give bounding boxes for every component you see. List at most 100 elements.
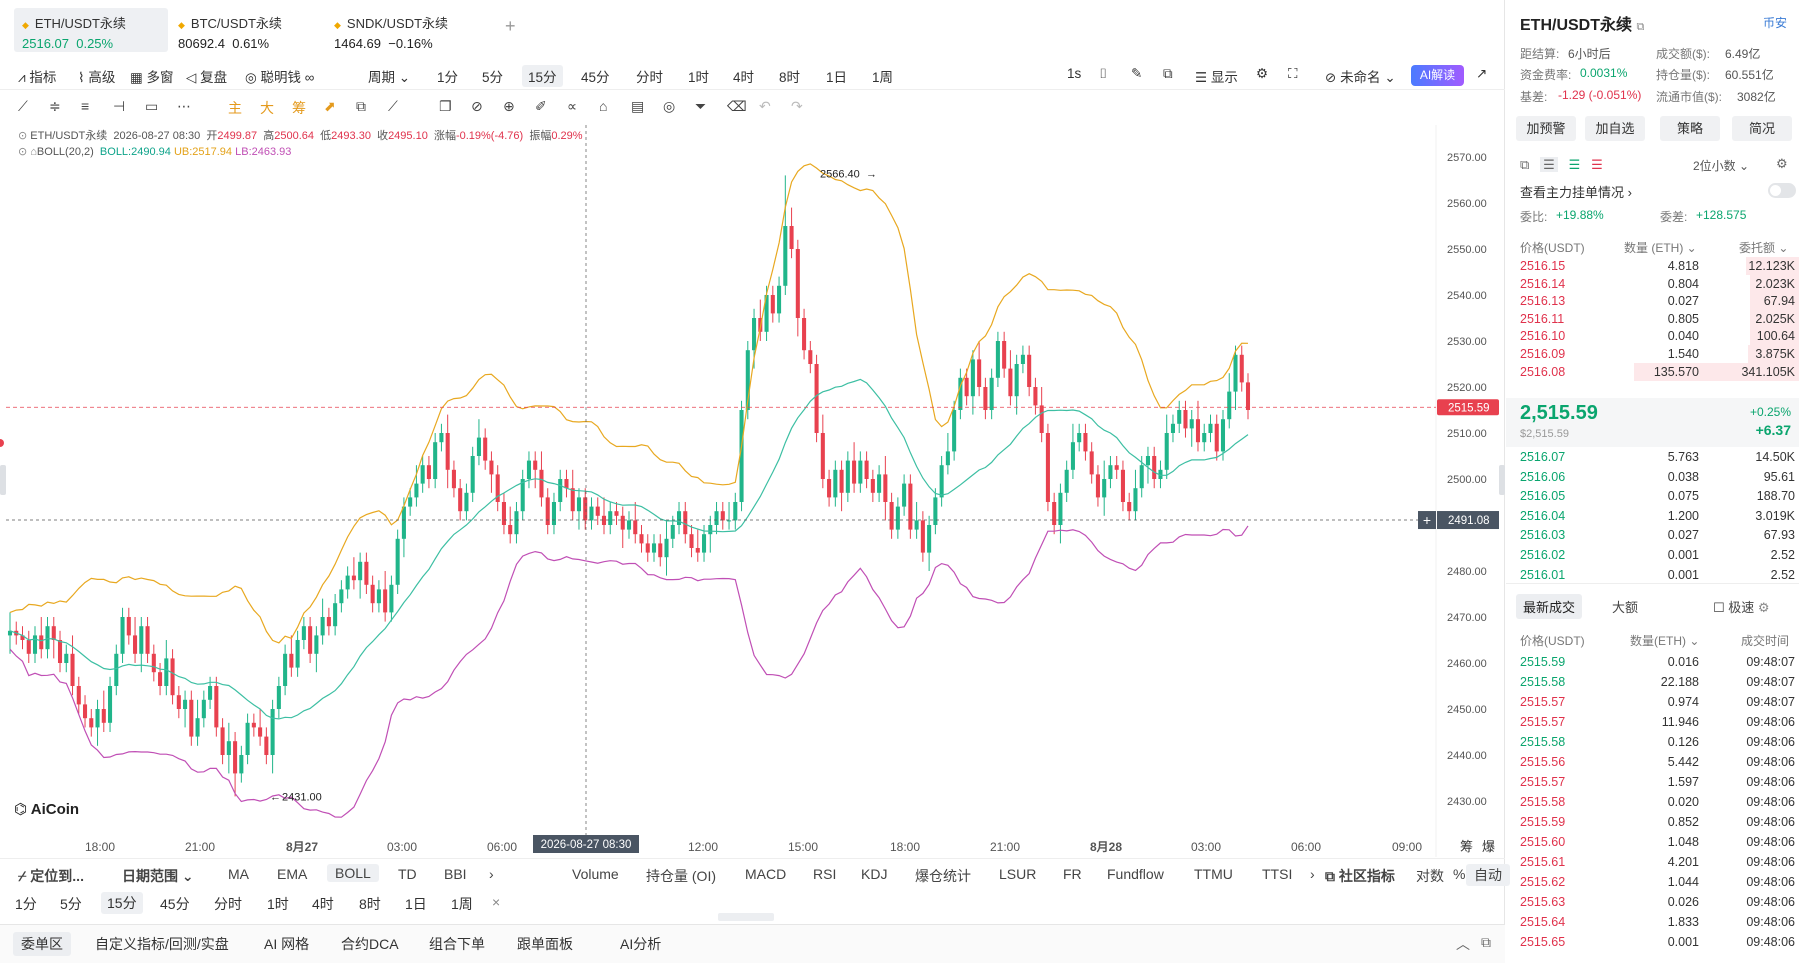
both-sides-icon[interactable]: ☰ (1540, 157, 1558, 172)
liquidation-corner-button[interactable]: 爆 (1482, 839, 1495, 854)
main-orders-link[interactable]: 查看主力挂单情况 › (1520, 185, 1632, 200)
locate-button[interactable]: ⌿ 定位到... (18, 868, 84, 884)
tab-eth[interactable]: ◆ ETH/USDT永续 2516.07 0.25% (14, 8, 168, 52)
share-window-icon[interactable]: ⧉ (1163, 66, 1173, 81)
p2-1d[interactable]: 1日 (405, 896, 427, 912)
zoom-icon[interactable]: ⊕ (503, 98, 515, 114)
ask-row[interactable]: 2516.13 0.027 67.94 (1506, 291, 1799, 311)
share-icon[interactable]: ↗ (1476, 66, 1488, 81)
period-45m[interactable]: 45分 (581, 70, 610, 85)
bids-only-icon[interactable]: ☰ (1568, 157, 1581, 172)
layout-dropdown[interactable]: ⊘ 未命名 ⌄ (1325, 70, 1396, 85)
ai-analysis-button[interactable]: AI解读 (1411, 65, 1464, 86)
period-5m[interactable]: 5分 (482, 70, 504, 85)
ind-oi[interactable]: 持仓量 (OI) (646, 868, 716, 884)
left-scroll-handle[interactable] (0, 465, 6, 495)
latest-trades-tab[interactable]: 最新成交 (1516, 594, 1583, 619)
community-indicators-button[interactable]: ⧉ 社区指标 (1325, 868, 1395, 884)
ind-ttsi[interactable]: TTSI (1262, 866, 1293, 882)
main-force-button[interactable]: 主 (228, 100, 242, 116)
p2-1m[interactable]: 1分 (15, 896, 37, 912)
magnet-icon[interactable]: ∝ (567, 98, 578, 114)
display-button[interactable]: ☰ 显示 (1195, 70, 1238, 85)
right-scroll-handle[interactable] (1499, 465, 1505, 495)
big-order-button[interactable]: 大 (260, 100, 274, 116)
settings-icon[interactable]: ⚙ (1757, 600, 1770, 615)
fullscreen-icon[interactable]: ⛶ (1288, 66, 1298, 81)
redo-icon[interactable]: ↷ (791, 98, 803, 114)
period-dropdown[interactable]: 周期 ⌄ (368, 70, 411, 85)
ind-liquidation[interactable]: 爆仓统计 (915, 868, 971, 884)
ray-tool-icon[interactable]: ⊣ (113, 98, 126, 114)
pen-icon[interactable]: ✎ (1131, 66, 1143, 81)
ind-fr[interactable]: FR (1063, 866, 1082, 882)
advanced-button[interactable]: ⌇ 高级 (78, 70, 116, 85)
marker-icon[interactable]: ⬈ (324, 98, 336, 114)
boll-info[interactable]: ⊙ ⌂BOLL(20,2) BOLL:2490.94 UB:2517.94 LB… (18, 146, 292, 158)
edit-icon[interactable]: ▤ (631, 98, 645, 114)
p2-15m[interactable]: 15分 (101, 892, 143, 914)
lock-icon[interactable]: ⌂ (599, 98, 608, 114)
ask-row[interactable]: 2516.11 0.805 2.025K (1506, 309, 1799, 329)
ind-kdj[interactable]: KDJ (861, 866, 888, 882)
main-orders-toggle[interactable] (1768, 183, 1796, 198)
ind-boll[interactable]: BOLL (327, 864, 379, 882)
bid-row[interactable]: 2516.07 5.763 14.50K (1506, 447, 1799, 467)
period-1w[interactable]: 1周 (872, 70, 894, 85)
p2-4h[interactable]: 4时 (312, 896, 334, 912)
p2-timeshare[interactable]: 分时 (214, 896, 242, 912)
exchange-link[interactable]: 币安 (1763, 16, 1788, 30)
period-15m[interactable]: 15分 (522, 65, 563, 87)
tab-copy-trading[interactable]: 跟单面板 (517, 936, 573, 952)
stack-icon[interactable]: ⧉ (356, 98, 366, 114)
camera-icon[interactable]: ⌷ (1099, 66, 1108, 81)
tab-custom-indicator[interactable]: 自定义指标/回测/实盘 (95, 936, 229, 952)
parallel-tool-icon[interactable]: ≑ (49, 98, 61, 114)
p2-5m[interactable]: 5分 (60, 896, 82, 912)
tab-ai-grid[interactable]: AI 网格 (264, 936, 310, 952)
brush-icon[interactable]: ✐ (535, 98, 547, 114)
tab-btc[interactable]: ◆ BTC/USDT永续 80692.4 0.61% (170, 8, 324, 52)
ind-volume[interactable]: Volume (572, 866, 619, 882)
chips-button[interactable]: 筹 (292, 100, 306, 116)
filter-icon[interactable]: ⏷ (695, 98, 707, 114)
chevron-right-icon[interactable]: › (1310, 866, 1315, 882)
bid-row[interactable]: 2516.03 0.027 67.93 (1506, 525, 1799, 545)
chips-corner-button[interactable]: 筹 (1460, 839, 1473, 854)
period-1h[interactable]: 1时 (688, 70, 710, 85)
copy-icon[interactable]: ❐ (439, 98, 452, 114)
ind-td[interactable]: TD (398, 866, 417, 882)
ask-row[interactable]: 2516.08 135.570 341.105K (1506, 362, 1799, 382)
ind-bbi[interactable]: BBI (444, 866, 467, 882)
hlines-tool-icon[interactable]: ≡ (81, 98, 90, 114)
trade-qty-header[interactable]: 数量(ETH) ⌄ (1630, 634, 1700, 648)
date-range-dropdown[interactable]: 日期范围 ⌄ (122, 868, 194, 884)
link-icon[interactable]: ⊘ (471, 98, 483, 114)
tab-ai-analysis[interactable]: AI分析 (620, 936, 662, 952)
period-4h[interactable]: 4时 (733, 70, 755, 85)
p2-8h[interactable]: 8时 (359, 896, 381, 912)
crosshair-add-button[interactable] (1418, 511, 1436, 530)
decimals-dropdown[interactable]: 2位小数 ⌄ (1693, 159, 1750, 173)
close-periods-icon[interactable]: × (492, 894, 501, 910)
bid-row[interactable]: 2516.01 0.001 2.52 (1506, 565, 1799, 585)
ind-ma[interactable]: MA (228, 866, 249, 882)
fast-checkbox[interactable]: ☐ 极速 ⚙ (1713, 600, 1770, 615)
settings-icon[interactable]: ⚙ (1256, 66, 1269, 81)
rect-tool-icon[interactable]: ▭ (145, 98, 159, 114)
ask-row[interactable]: 2516.15 4.818 12.123K (1506, 256, 1799, 276)
seconds-button[interactable]: 1s (1067, 66, 1082, 81)
period-timeshare[interactable]: 分时 (636, 70, 663, 85)
bid-row[interactable]: 2516.04 1.200 3.019K (1506, 506, 1799, 526)
chevron-right-icon[interactable]: › (489, 866, 494, 882)
ind-fundflow[interactable]: Fundflow (1107, 866, 1164, 882)
ind-lsur[interactable]: LSUR (999, 866, 1037, 882)
multi-window-button[interactable]: ▦ 多窗 (130, 70, 174, 85)
add-watchlist-button[interactable]: 加自选 (1585, 116, 1645, 141)
ind-macd[interactable]: MACD (745, 866, 787, 882)
ob-amount-header[interactable]: 委托额 ⌄ (1739, 241, 1789, 255)
visibility-icon[interactable]: ◎ (663, 98, 676, 114)
ind-ema[interactable]: EMA (277, 866, 308, 882)
indicator-button[interactable]: ⩘ 指标 (18, 70, 57, 85)
measure-icon[interactable]: ⟋ (388, 98, 398, 114)
